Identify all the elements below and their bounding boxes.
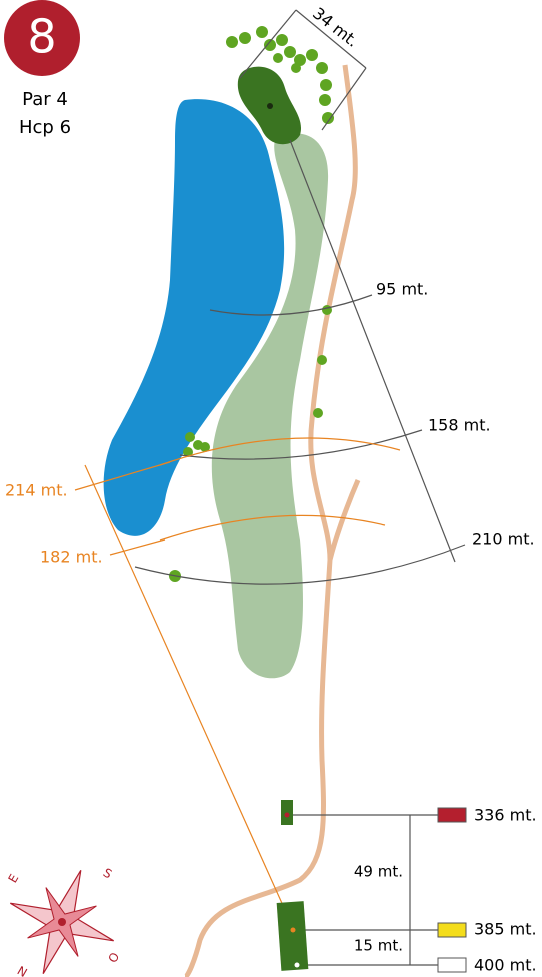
tee-dot — [290, 927, 296, 933]
compass-rose — [10, 870, 114, 974]
tee-distance: 400 mt. — [474, 956, 537, 975]
back-tee-area — [276, 901, 309, 971]
distance-label: 95 mt. — [376, 280, 428, 299]
compass-letter: S — [101, 866, 115, 882]
distance-label: 214 mt. — [5, 481, 68, 500]
tee-gap: 15 mt. — [354, 937, 403, 955]
compass-letter: O — [106, 950, 123, 965]
cart-path-branch — [327, 479, 361, 561]
tee-dot — [284, 812, 290, 818]
tee-dot — [294, 962, 300, 968]
tee-marker-white — [437, 957, 467, 973]
pin — [267, 103, 273, 109]
compass-letter: N — [15, 964, 30, 977]
tee-gap: 49 mt. — [354, 863, 403, 881]
hole-number: 8 — [27, 10, 56, 64]
distance-label: 182 mt. — [40, 548, 103, 567]
distance-label: 158 mt. — [428, 416, 491, 435]
hole-badge — [4, 0, 80, 76]
compass-letter: E — [6, 872, 22, 886]
tee-distance: 385 mt. — [474, 920, 537, 939]
lake — [103, 99, 285, 536]
tee-marker-yellow — [437, 922, 467, 938]
hcp: Hcp 6 — [19, 117, 71, 138]
trees — [169, 26, 334, 582]
par: Par 4 — [22, 89, 68, 110]
fairway — [211, 133, 329, 679]
tee-marker-red — [437, 807, 467, 823]
cart-path — [183, 64, 358, 977]
distance-label: 210 mt. — [472, 530, 535, 549]
orange-lines — [74, 437, 401, 931]
tee-distance: 336 mt. — [474, 806, 537, 825]
measure-lines — [134, 9, 466, 966]
